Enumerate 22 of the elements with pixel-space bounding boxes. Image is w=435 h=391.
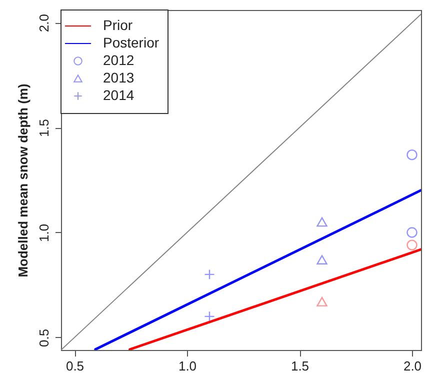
point <box>406 149 418 160</box>
x-tick-label: 1.5 <box>290 358 310 374</box>
legend-label: Prior <box>103 17 133 33</box>
point <box>406 227 418 238</box>
x-tick-label: 2.0 <box>403 358 422 374</box>
y-tick-label: 1.5 <box>36 118 52 138</box>
point <box>406 240 418 250</box>
y-tick-label: 2.0 <box>36 14 52 32</box>
y-tick-label: 0.5 <box>36 328 52 347</box>
point <box>316 255 328 264</box>
point <box>204 269 215 280</box>
y-axis-title: Modelled mean snow depth (m) <box>16 84 30 278</box>
legend-label: 2014 <box>103 87 134 103</box>
y-tick-label: 1.0 <box>36 224 52 242</box>
legend-label: Posterior <box>103 34 160 50</box>
point <box>316 217 328 227</box>
x-tick-label: 0.5 <box>66 358 84 374</box>
x-tick-label: 1.0 <box>178 358 197 374</box>
legend-label: 2012 <box>103 52 134 68</box>
legend-label: 2013 <box>103 70 134 86</box>
point <box>204 311 215 322</box>
point <box>316 297 328 306</box>
